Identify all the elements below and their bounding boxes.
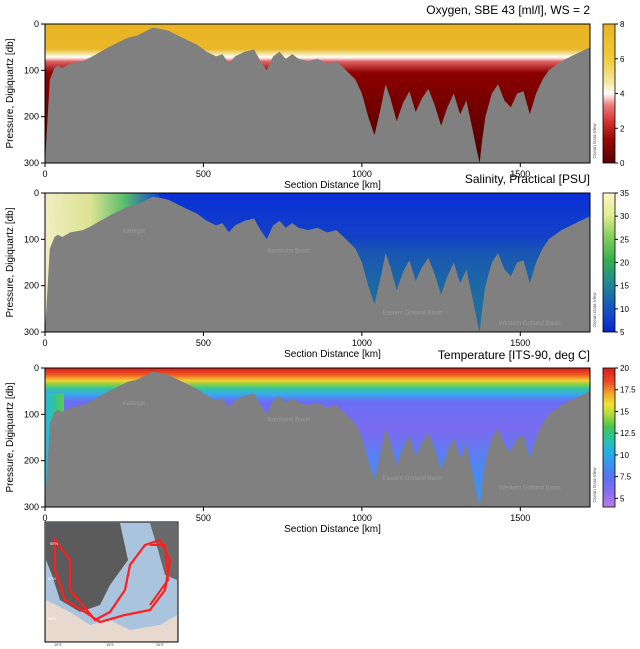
y-tick-label: 100 <box>24 234 39 244</box>
basin-label: Eastern Gotland Basin <box>383 476 443 482</box>
colorbar-tick-label: 2 <box>620 124 625 133</box>
colorbar-tick-label: 25 <box>620 235 629 244</box>
cruise-track-east <box>149 544 170 606</box>
colorbar-tick-label: 5 <box>620 494 625 503</box>
map-lat-label: 57°N <box>48 577 56 581</box>
colorbar-tick-label: 15 <box>620 407 629 416</box>
basin-label: Bornholm Basin <box>268 248 310 254</box>
oxygen-seafloor <box>45 27 590 164</box>
y-tick-label: 300 <box>24 327 39 337</box>
y-tick-label: 0 <box>34 188 39 198</box>
x-tick-label: 0 <box>42 338 47 348</box>
colorbar-tick-label: 6 <box>620 55 625 64</box>
colorbar-tick-label: 4 <box>620 90 625 99</box>
oxygen-section-panel: Oxygen, SBE 43 [ml/l], WS = 2 0 500 1000 15… <box>5 3 625 191</box>
map-lon-label: 15°E <box>106 643 114 647</box>
basin-label: Kattegat <box>123 401 146 407</box>
colorbar-tick-label: 8 <box>620 20 625 29</box>
colorbar-tick-label: 30 <box>620 212 629 221</box>
map-border <box>44 521 179 643</box>
x-axis-label: Section Distance [km] <box>284 524 381 535</box>
salinity-title: Salinity, Practical [PSU] <box>465 172 590 186</box>
temperature-section-panel: Temperature [ITS-90, deg C] 0 500 1000 1500… <box>5 348 636 535</box>
x-tick-label: 1000 <box>352 338 372 348</box>
y-tick-label: 200 <box>24 456 39 466</box>
map-land-east <box>150 523 177 580</box>
x-tick-label: 0 <box>42 513 47 523</box>
temperature-plot-frame <box>44 367 591 508</box>
x-tick-label: 1500 <box>510 338 530 348</box>
oxygen-plot-frame <box>44 23 591 164</box>
y-tick-label: 200 <box>24 281 39 291</box>
x-tick-label: 1000 <box>352 169 372 179</box>
y-axis-label: Pressure, Digiquartz [db] <box>5 382 16 492</box>
y-axis-label: Pressure, Digiquartz [db] <box>5 207 16 317</box>
x-tick-label: 500 <box>196 169 211 179</box>
temperature-colorbar <box>602 367 616 508</box>
colorbar-tick-label: 35 <box>620 189 629 198</box>
oxygen-title: Oxygen, SBE 43 [ml/l], WS = 2 <box>426 3 590 17</box>
y-tick-label: 300 <box>24 502 39 512</box>
basin-label: Western Gotland Basin <box>499 485 561 491</box>
x-tick-label: 500 <box>196 513 211 523</box>
y-tick-label: 0 <box>34 19 39 29</box>
map-land-south <box>46 600 177 641</box>
colorbar-tick-label: 20 <box>620 364 629 373</box>
odv-credit: Ocean Data View <box>592 467 597 503</box>
colorbar-tick-label: 15 <box>620 282 629 291</box>
x-axis-label: Section Distance [km] <box>284 180 381 191</box>
x-tick-label: 1000 <box>352 513 372 523</box>
x-axis-label: Section Distance [km] <box>284 349 381 360</box>
map-lat-label: 55°N <box>48 617 56 621</box>
y-tick-label: 300 <box>24 158 39 168</box>
colorbar-tick-label: 10 <box>620 451 629 460</box>
salinity-plot-frame <box>44 192 591 333</box>
x-tick-label: 1500 <box>510 169 530 179</box>
y-tick-label: 100 <box>24 65 39 75</box>
station-map-inset: 59°N 57°N 55°N 10°E 15°E 20°E <box>44 521 179 647</box>
basin-label: Eastern Gotland Basin <box>383 310 443 316</box>
y-tick-label: 100 <box>24 409 39 419</box>
x-tick-label: 1500 <box>510 513 530 523</box>
x-tick-label: 500 <box>196 338 211 348</box>
y-tick-label: 0 <box>34 363 39 373</box>
y-axis-label: Pressure, Digiquartz [db] <box>5 38 16 148</box>
temperature-seafloor <box>45 371 590 507</box>
map-lon-label: 10°E <box>54 643 62 647</box>
x-tick-label: 0 <box>42 169 47 179</box>
temperature-title: Temperature [ITS-90, deg C] <box>438 348 590 362</box>
colorbar-tick-label: 5 <box>620 328 625 337</box>
odv-credit: Ocean Data View <box>592 292 597 328</box>
salinity-section-panel: Salinity, Practical [PSU] 0 500 1000 150001… <box>5 172 629 360</box>
salinity-seafloor <box>45 196 590 332</box>
colorbar-tick-label: 12.5 <box>620 429 636 438</box>
map-lat-label: 59°N <box>50 542 58 546</box>
oxygen-colorbar <box>602 23 616 164</box>
colorbar-tick-label: 20 <box>620 259 629 268</box>
map-land-scandinavia <box>46 523 128 612</box>
basin-label: Bornholm Basin <box>268 417 310 423</box>
basin-label: Western Gotland Basin <box>499 321 561 327</box>
odv-credit: Ocean Data View <box>592 123 597 159</box>
colorbar-tick-label: 7.5 <box>620 473 632 482</box>
basin-label: Kattegat <box>123 228 146 234</box>
map-lon-label: 20°E <box>156 643 164 647</box>
colorbar-tick-label: 17.5 <box>620 386 636 395</box>
salinity-colorbar <box>602 192 616 333</box>
y-tick-label: 200 <box>24 112 39 122</box>
colorbar-tick-label: 0 <box>620 159 625 168</box>
colorbar-tick-label: 10 <box>620 305 629 314</box>
